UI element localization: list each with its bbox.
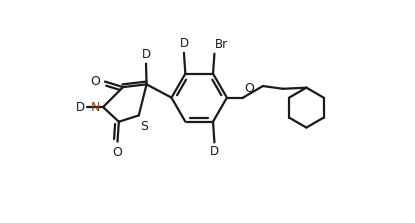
Text: D: D	[142, 48, 151, 61]
Text: D: D	[210, 145, 219, 158]
Text: D: D	[76, 101, 85, 114]
Text: S: S	[140, 120, 148, 133]
Text: O: O	[91, 75, 100, 88]
Text: N: N	[91, 101, 100, 114]
Text: Br: Br	[215, 38, 228, 51]
Text: O: O	[112, 146, 122, 159]
Text: D: D	[179, 37, 188, 50]
Text: O: O	[244, 83, 254, 95]
